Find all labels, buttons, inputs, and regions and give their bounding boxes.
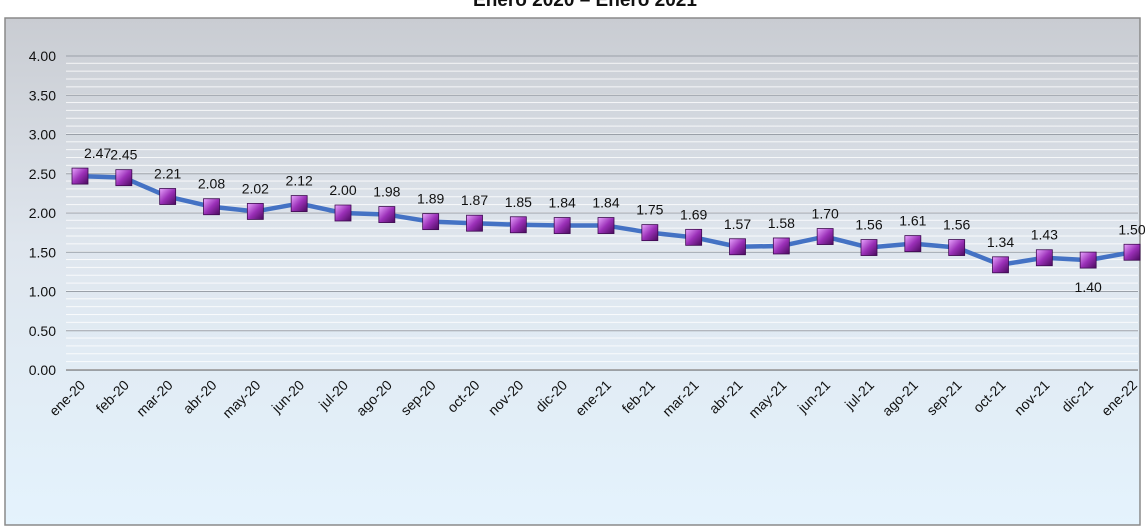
marker <box>1035 249 1053 267</box>
data-label: 1.61 <box>899 213 926 229</box>
data-label: 1.58 <box>768 215 795 231</box>
y-tick-label: 3.50 <box>29 87 56 103</box>
data-label: 1.43 <box>1031 227 1058 243</box>
data-label: 1.50 <box>1118 221 1145 237</box>
marker <box>685 228 703 246</box>
data-label: 1.57 <box>724 216 751 232</box>
marker <box>378 206 396 223</box>
y-tick-label: 2.50 <box>29 166 56 182</box>
data-label: 1.56 <box>943 217 970 233</box>
marker <box>597 217 615 234</box>
data-label: 1.84 <box>592 195 619 211</box>
marker <box>553 217 571 234</box>
chart-title: Enero 2020 – Enero 2021 <box>473 0 697 11</box>
marker <box>466 214 483 232</box>
marker <box>203 198 220 216</box>
marker <box>246 203 264 220</box>
data-label: 1.75 <box>636 202 663 218</box>
marker <box>816 228 834 245</box>
data-label: 2.21 <box>154 166 181 182</box>
data-label: 2.12 <box>286 173 313 189</box>
y-tick-label: 0.00 <box>29 362 56 378</box>
data-label: 1.98 <box>373 184 400 200</box>
marker <box>509 216 527 234</box>
marker <box>71 167 89 185</box>
marker <box>992 256 1009 274</box>
marker <box>772 237 790 255</box>
data-label: 2.08 <box>198 176 225 192</box>
marker <box>334 204 352 222</box>
marker <box>948 239 966 256</box>
data-label: 2.00 <box>329 182 356 198</box>
data-label: 2.02 <box>242 180 269 196</box>
marker <box>860 239 878 256</box>
marker <box>1079 251 1097 269</box>
data-label: 1.85 <box>505 194 532 210</box>
marker <box>1123 243 1141 261</box>
marker <box>641 224 659 242</box>
y-tick-label: 3.00 <box>29 127 56 143</box>
data-label: 2.47 <box>84 145 111 161</box>
data-label: 1.70 <box>812 206 839 222</box>
marker <box>422 213 440 231</box>
y-tick-label: 1.50 <box>29 244 56 260</box>
marker <box>729 238 746 256</box>
data-label: 1.89 <box>417 191 444 207</box>
data-label: 1.34 <box>987 234 1014 250</box>
marker <box>115 169 133 187</box>
y-tick-label: 2.00 <box>29 205 56 221</box>
data-label: 1.87 <box>461 192 488 208</box>
data-label: 1.40 <box>1075 279 1102 295</box>
marker <box>904 235 922 253</box>
marker <box>159 188 177 205</box>
marker <box>290 195 308 212</box>
data-label: 1.56 <box>855 217 882 233</box>
data-label: 1.69 <box>680 206 707 222</box>
data-label: 2.45 <box>110 147 137 163</box>
y-tick-label: 4.00 <box>29 48 56 64</box>
y-tick-label: 0.50 <box>29 323 56 339</box>
y-tick-label: 1.00 <box>29 284 56 300</box>
data-label: 1.84 <box>549 195 576 211</box>
